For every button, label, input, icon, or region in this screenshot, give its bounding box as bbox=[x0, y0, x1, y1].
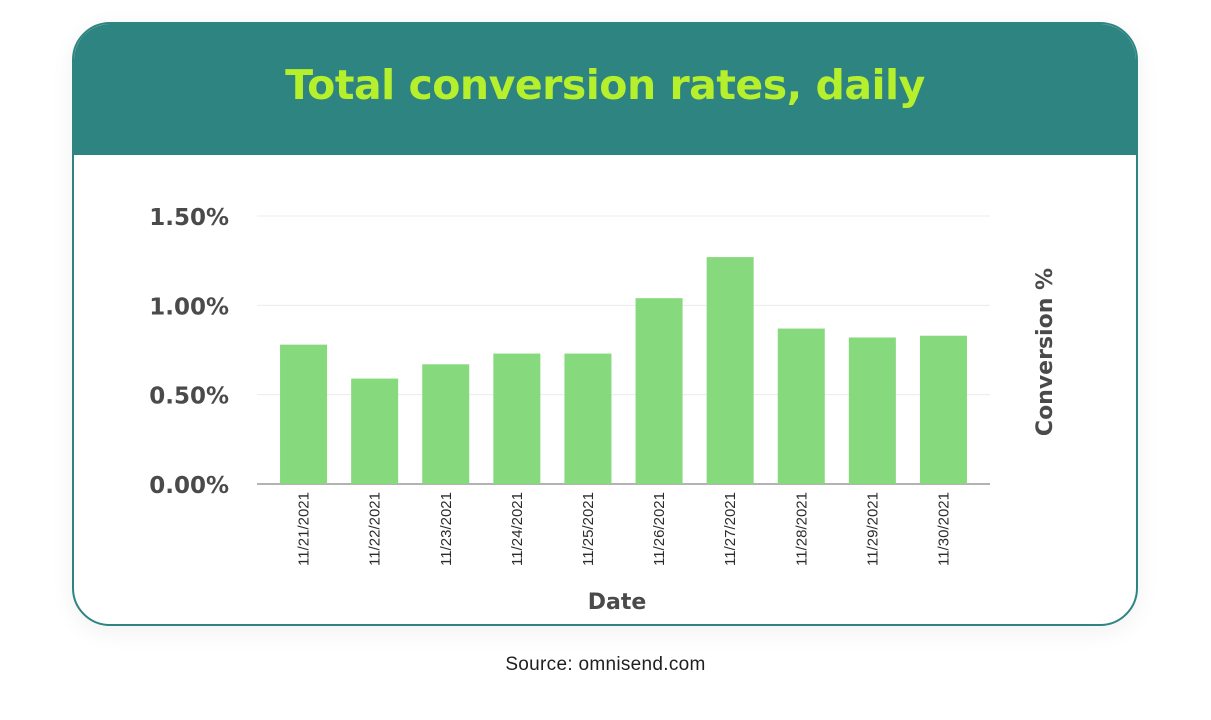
bar bbox=[351, 378, 399, 484]
x-tick-label: 11/28/2021 bbox=[793, 492, 810, 566]
chart-title: Total conversion rates, daily bbox=[285, 61, 925, 109]
bar bbox=[848, 337, 896, 484]
y-tick-label: 1.50% bbox=[149, 205, 229, 231]
x-tick-label: 11/25/2021 bbox=[580, 492, 597, 566]
bar bbox=[280, 344, 328, 484]
x-tick-labels: 11/21/2021 11/22/2021 11/23/2021 11/24/2021… bbox=[296, 492, 953, 566]
x-tick-label: 11/26/2021 bbox=[651, 492, 668, 566]
x-tick-label: 11/24/2021 bbox=[509, 492, 526, 566]
y-tick-labels: 0.00% 0.50% 1.00% 1.50% bbox=[149, 205, 229, 499]
bar bbox=[564, 353, 612, 484]
x-tick-label: 11/29/2021 bbox=[864, 492, 881, 566]
bar bbox=[919, 335, 967, 484]
bars bbox=[280, 257, 967, 484]
x-tick-label: 11/21/2021 bbox=[296, 492, 313, 566]
chart-card: Total conversion rates, daily bbox=[72, 22, 1138, 626]
bar bbox=[706, 257, 754, 484]
card-header: Total conversion rates, daily bbox=[74, 24, 1136, 155]
x-tick-label: 11/22/2021 bbox=[367, 492, 384, 566]
y-tick-label: 0.00% bbox=[149, 473, 229, 499]
x-tick-label: 11/27/2021 bbox=[722, 492, 739, 566]
bar bbox=[493, 353, 541, 484]
y-axis-label: Conversion % bbox=[1033, 268, 1058, 436]
bar bbox=[422, 364, 470, 484]
x-tick-label: 11/23/2021 bbox=[438, 492, 455, 566]
bar bbox=[635, 298, 683, 484]
y-tick-label: 0.50% bbox=[149, 384, 229, 410]
x-axis-label: Date bbox=[588, 590, 647, 615]
bar bbox=[777, 328, 825, 484]
source-note: Source: omnisend.com bbox=[505, 654, 706, 675]
x-tick-label: 11/30/2021 bbox=[935, 492, 952, 566]
y-tick-label: 1.00% bbox=[149, 294, 229, 320]
